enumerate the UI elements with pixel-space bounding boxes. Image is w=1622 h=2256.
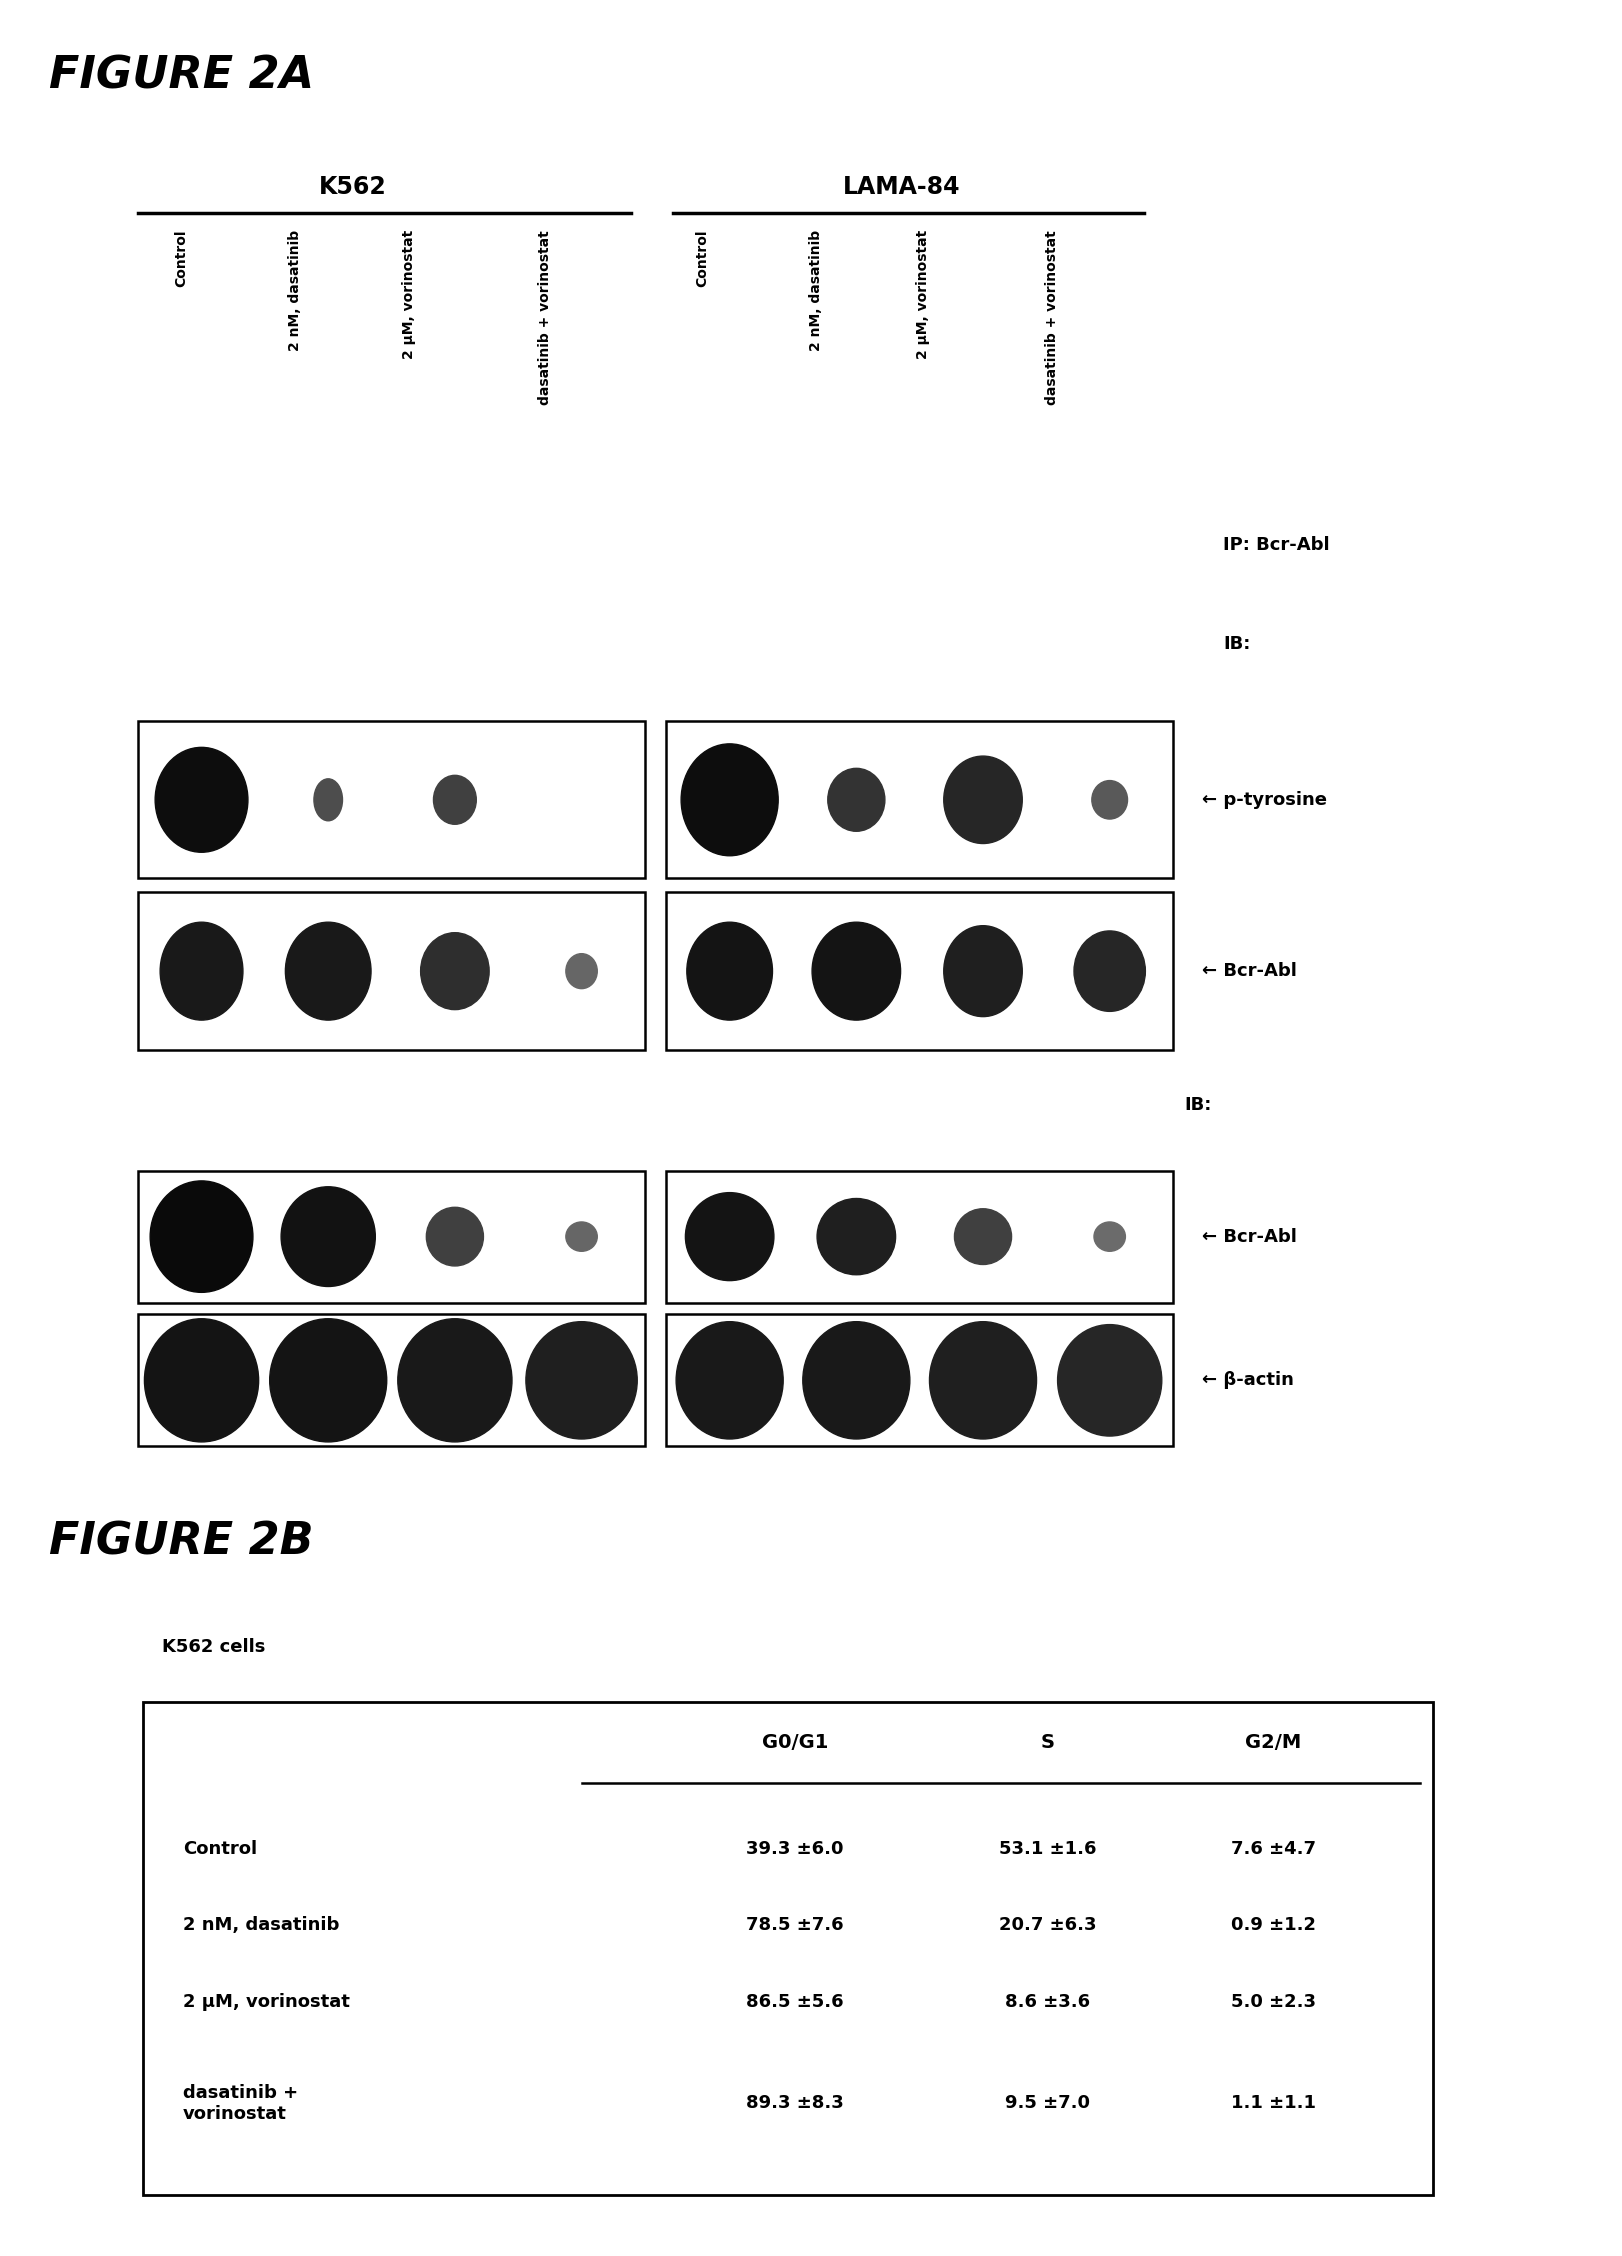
Ellipse shape <box>397 1320 513 1442</box>
Text: IB:: IB: <box>1184 1096 1212 1114</box>
Text: dasatinib + vorinostat: dasatinib + vorinostat <box>539 230 551 404</box>
Ellipse shape <box>1093 1223 1126 1252</box>
Text: 39.3 ±6.0: 39.3 ±6.0 <box>746 1841 843 1859</box>
Text: 9.5 ±7.0: 9.5 ±7.0 <box>1006 2094 1090 2112</box>
Ellipse shape <box>433 776 477 823</box>
Text: FIGURE 2B: FIGURE 2B <box>49 1521 313 1563</box>
Text: 7.6 ±4.7: 7.6 ±4.7 <box>1231 1841 1315 1859</box>
Ellipse shape <box>1074 932 1145 1011</box>
Ellipse shape <box>813 923 900 1020</box>
Ellipse shape <box>151 1180 253 1293</box>
Ellipse shape <box>1058 1324 1161 1437</box>
Text: FIGURE 2A: FIGURE 2A <box>49 54 313 97</box>
Text: Control: Control <box>174 230 188 287</box>
Ellipse shape <box>144 1320 258 1442</box>
Bar <box>138 722 646 878</box>
Bar <box>667 722 1173 878</box>
Text: ← Bcr-Abl: ← Bcr-Abl <box>1202 961 1296 979</box>
Ellipse shape <box>681 744 779 855</box>
Ellipse shape <box>803 1322 910 1439</box>
Ellipse shape <box>1092 781 1127 819</box>
Text: G0/G1: G0/G1 <box>762 1733 827 1753</box>
Text: Control: Control <box>694 230 709 287</box>
Text: 8.6 ±3.6: 8.6 ±3.6 <box>1006 1992 1090 2010</box>
Ellipse shape <box>281 1187 375 1286</box>
Ellipse shape <box>944 925 1022 1017</box>
Text: 2 nM, dasatinib: 2 nM, dasatinib <box>809 230 822 352</box>
Text: 53.1 ±1.6: 53.1 ±1.6 <box>999 1841 1096 1859</box>
Bar <box>138 1315 646 1446</box>
Bar <box>138 1171 646 1302</box>
Text: ← p-tyrosine: ← p-tyrosine <box>1202 792 1327 810</box>
Bar <box>667 1315 1173 1446</box>
Ellipse shape <box>929 1322 1036 1439</box>
Text: 1.1 ±1.1: 1.1 ±1.1 <box>1231 2094 1315 2112</box>
Text: IB:: IB: <box>1223 636 1251 654</box>
Text: LAMA-84: LAMA-84 <box>843 174 960 199</box>
Bar <box>138 893 646 1049</box>
Bar <box>667 1171 1173 1302</box>
Ellipse shape <box>526 1322 637 1439</box>
Text: 2 nM, dasatinib: 2 nM, dasatinib <box>183 1918 339 1933</box>
Text: 86.5 ±5.6: 86.5 ±5.6 <box>746 1992 843 2010</box>
Ellipse shape <box>944 756 1022 844</box>
Text: dasatinib +
vorinostat: dasatinib + vorinostat <box>183 2085 298 2123</box>
Text: Control: Control <box>183 1841 256 1859</box>
Text: K562: K562 <box>318 174 386 199</box>
Text: 2 μM, vorinostat: 2 μM, vorinostat <box>402 230 417 359</box>
Text: 5.0 ±2.3: 5.0 ±2.3 <box>1231 1992 1315 2010</box>
Ellipse shape <box>827 769 886 830</box>
Ellipse shape <box>161 923 243 1020</box>
Ellipse shape <box>315 778 342 821</box>
Text: 89.3 ±8.3: 89.3 ±8.3 <box>746 2094 843 2112</box>
Text: 2 nM, dasatinib: 2 nM, dasatinib <box>289 230 302 352</box>
Text: ← Bcr-Abl: ← Bcr-Abl <box>1202 1227 1296 1245</box>
Ellipse shape <box>427 1207 483 1266</box>
Text: 2 μM, vorinostat: 2 μM, vorinostat <box>916 230 929 359</box>
Ellipse shape <box>817 1198 895 1275</box>
Ellipse shape <box>420 932 490 1011</box>
Ellipse shape <box>269 1320 386 1442</box>
Ellipse shape <box>156 747 248 853</box>
Text: 20.7 ±6.3: 20.7 ±6.3 <box>999 1918 1096 1933</box>
Text: K562 cells: K562 cells <box>162 1638 266 1656</box>
Ellipse shape <box>676 1322 783 1439</box>
Ellipse shape <box>686 1193 774 1281</box>
Ellipse shape <box>566 954 597 988</box>
Text: G2/M: G2/M <box>1246 1733 1302 1753</box>
Ellipse shape <box>566 1223 597 1252</box>
Text: 2 μM, vorinostat: 2 μM, vorinostat <box>183 1992 350 2010</box>
Text: S: S <box>1040 1733 1054 1753</box>
Ellipse shape <box>954 1209 1012 1263</box>
Ellipse shape <box>285 923 371 1020</box>
Text: IP: Bcr-Abl: IP: Bcr-Abl <box>1223 537 1330 553</box>
Text: dasatinib + vorinostat: dasatinib + vorinostat <box>1045 230 1059 404</box>
Ellipse shape <box>686 923 772 1020</box>
Text: 0.9 ±1.2: 0.9 ±1.2 <box>1231 1918 1315 1933</box>
Text: ← β-actin: ← β-actin <box>1202 1372 1293 1390</box>
Text: 78.5 ±7.6: 78.5 ±7.6 <box>746 1918 843 1933</box>
Bar <box>667 893 1173 1049</box>
